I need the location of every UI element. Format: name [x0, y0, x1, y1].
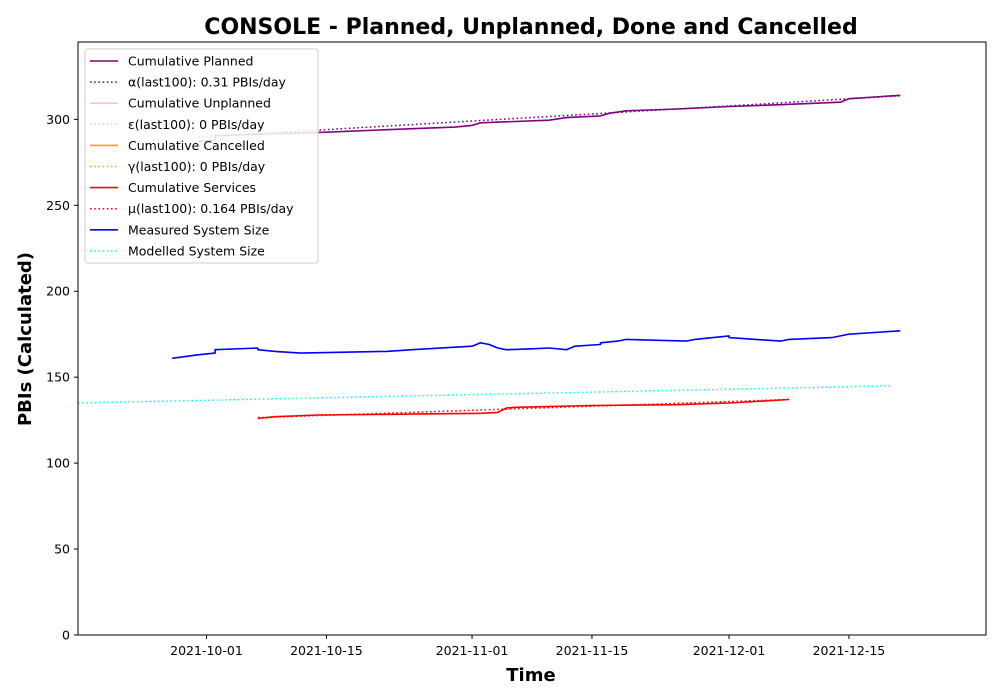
y-tick-label: 0	[62, 628, 70, 643]
y-axis: 0 50 100 150 200 250 300	[46, 112, 78, 643]
legend-label: μ(last100): 0.164 PBIs/day	[128, 201, 294, 216]
x-tick-label: 2021-12-15	[813, 643, 886, 658]
x-axis: 2021-10-01 2021-10-15 2021-11-01 2021-11-15…	[170, 635, 885, 658]
y-tick-label: 300	[46, 112, 70, 127]
x-tick-label: 2021-11-15	[556, 643, 629, 658]
x-tick-label: 2021-10-01	[170, 643, 243, 658]
y-tick-label: 200	[46, 284, 70, 299]
x-tick-label: 2021-11-01	[436, 643, 509, 658]
series-measured-system-size	[172, 330, 901, 360]
chart-title: CONSOLE - Planned, Unplanned, Done and C…	[204, 15, 857, 40]
legend-label: Cumulative Unplanned	[128, 96, 271, 111]
y-tick-label: 250	[46, 198, 70, 213]
series-modelled-system-size	[77, 385, 892, 404]
x-axis-label: Time	[506, 665, 555, 686]
y-tick-label: 100	[46, 456, 70, 471]
legend-label: Cumulative Services	[128, 180, 256, 195]
series-last100-0-164-pbis-day	[257, 398, 790, 419]
legend-label: Measured System Size	[128, 222, 270, 237]
legend-label: α(last100): 0.31 PBIs/day	[128, 75, 287, 90]
legend-label: ε(last100): 0 PBIs/day	[128, 117, 265, 132]
y-axis-label: PBIs (Calculated)	[15, 252, 36, 426]
legend-label: Modelled System Size	[128, 243, 265, 258]
series-cumulative-services	[257, 398, 790, 420]
legend-label: Cumulative Planned	[128, 54, 253, 69]
y-tick-label: 150	[46, 370, 70, 385]
y-tick-label: 50	[54, 542, 70, 557]
legend-label: Cumulative Cancelled	[128, 138, 265, 153]
plot-frame	[77, 41, 987, 636]
legend: Cumulative Planned α(last100): 0.31 PBIs/…	[84, 48, 319, 264]
legend-box	[84, 48, 319, 264]
x-tick-label: 2021-10-15	[290, 643, 363, 658]
legend-label: γ(last100): 0 PBIs/day	[128, 159, 266, 174]
x-tick-label: 2021-12-01	[693, 643, 766, 658]
